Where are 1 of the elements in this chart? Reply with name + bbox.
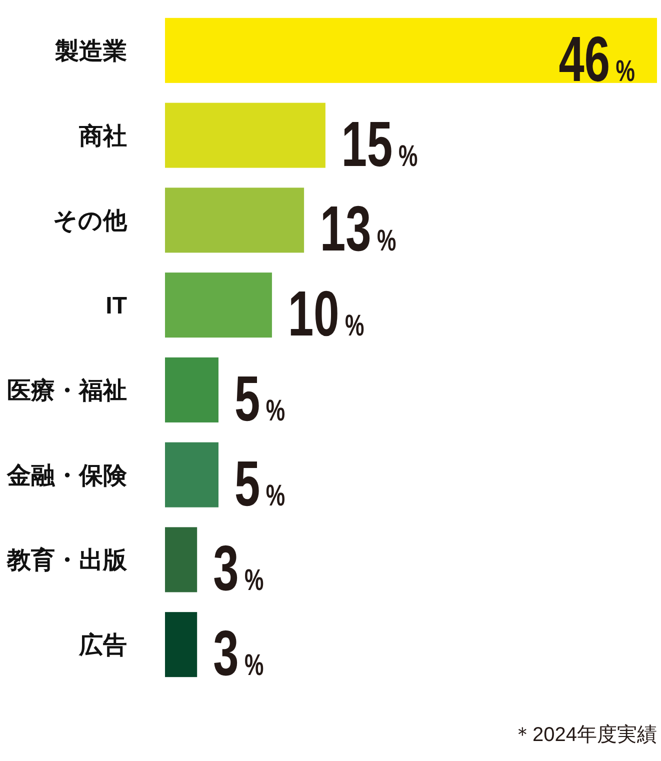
- annotation: ＊2024年度実績: [512, 724, 657, 746]
